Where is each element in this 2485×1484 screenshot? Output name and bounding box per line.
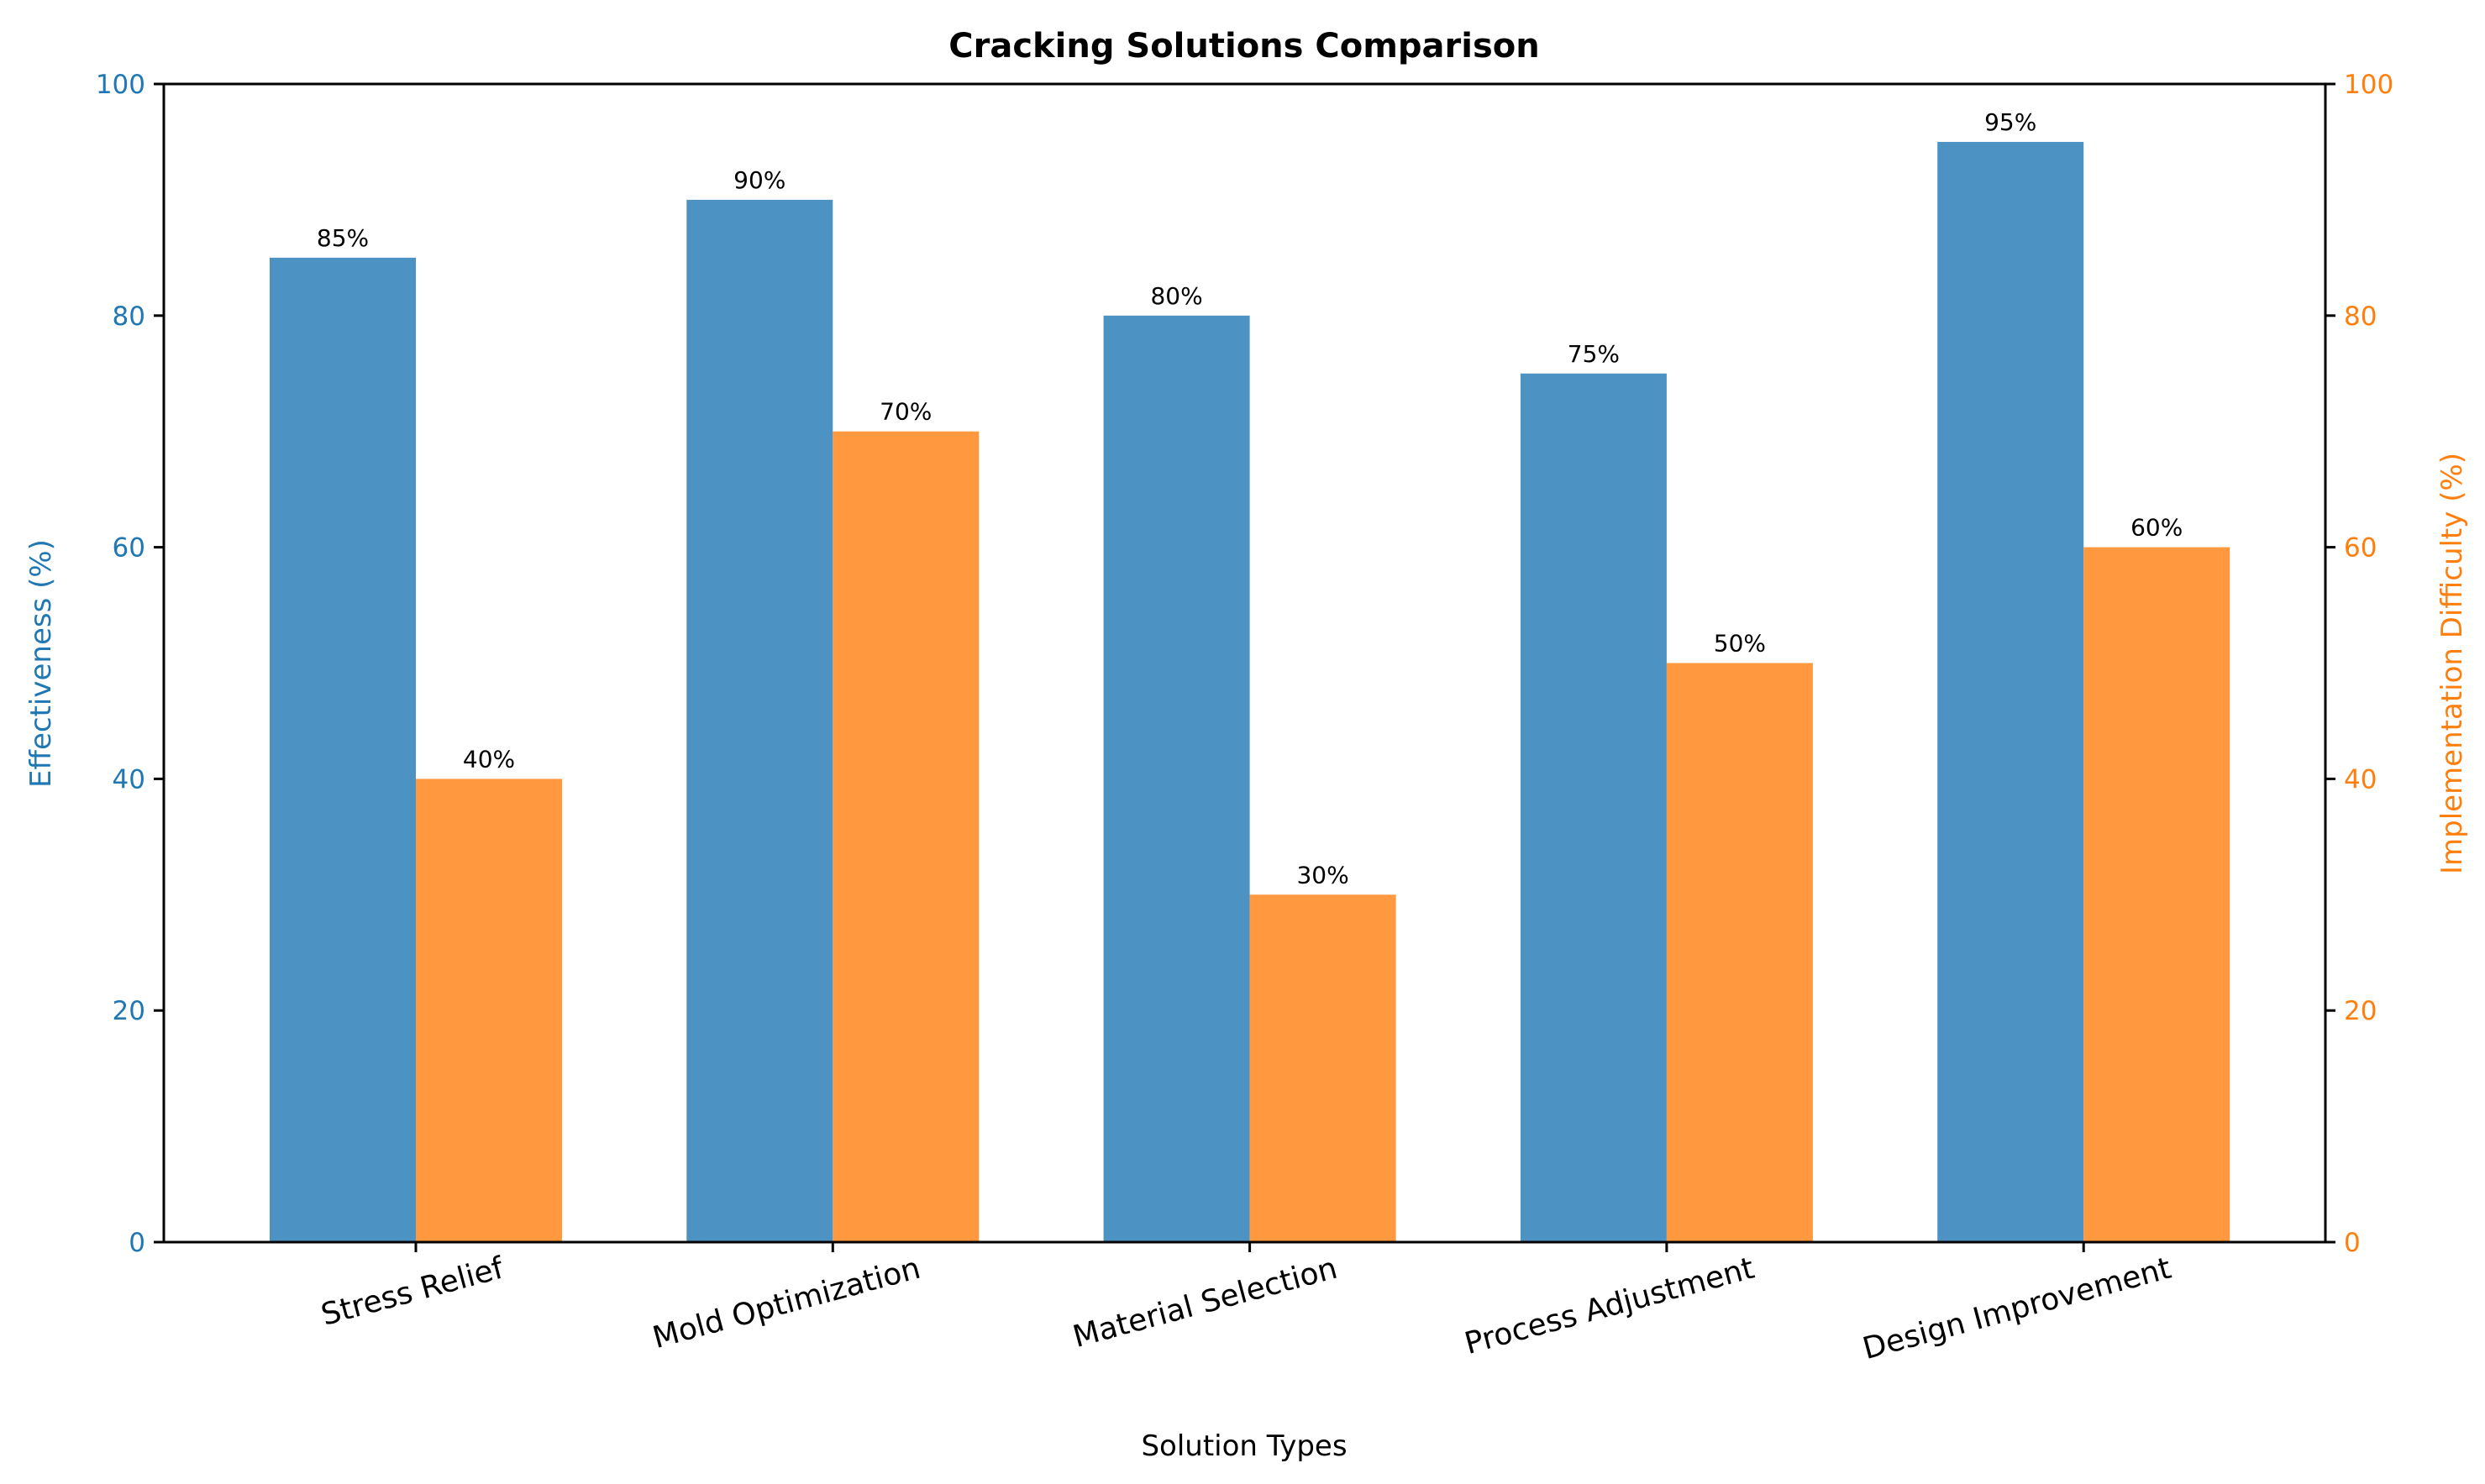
y-tick-label-left: 20	[113, 996, 145, 1026]
bar	[270, 257, 416, 1243]
bar	[1103, 315, 1250, 1242]
data-label: 90%	[733, 166, 785, 194]
bar	[1520, 373, 1667, 1242]
x-tick-label: Design Improvement	[1859, 1251, 2175, 1366]
x-tick-label: Mold Optimization	[649, 1251, 924, 1356]
data-label: 60%	[2130, 514, 2183, 542]
bar	[686, 199, 833, 1242]
bar	[2083, 547, 2230, 1242]
data-label: 80%	[1150, 282, 1202, 310]
y-tick-label-right: 0	[2344, 1228, 2361, 1258]
chart-title: Cracking Solutions Comparison	[948, 27, 1539, 66]
y-tick-label-right: 100	[2344, 70, 2393, 100]
y-tick-label-left: 0	[129, 1228, 145, 1258]
y-axis-label-left: Effectiveness (%)	[24, 539, 58, 788]
data-label: 85%	[317, 224, 369, 252]
data-label: 50%	[1714, 630, 1766, 658]
y-tick-label-left: 60	[113, 533, 145, 564]
bar	[1666, 663, 1813, 1242]
bar	[1249, 894, 1396, 1242]
y-tick-label-right: 40	[2344, 764, 2377, 794]
bar	[1937, 141, 2084, 1243]
y-axis-label-right: Implementation Difficulty (%)	[2435, 453, 2469, 874]
y-tick-label-left: 100	[96, 70, 145, 100]
y-tick-label-left: 40	[113, 764, 145, 794]
x-tick-label: Stress Relief	[318, 1251, 508, 1333]
x-tick-label: Material Selection	[1069, 1251, 1341, 1355]
data-label: 70%	[880, 398, 932, 426]
data-label: 30%	[1296, 861, 1348, 889]
x-axis-label: Solution Types	[1141, 1429, 1347, 1463]
data-label: 40%	[463, 745, 515, 773]
y-tick-label-right: 20	[2344, 996, 2377, 1026]
y-tick-label-right: 60	[2344, 533, 2377, 564]
bar	[416, 779, 562, 1242]
y-tick-label-left: 80	[113, 302, 145, 332]
x-tick-label: Process Adjustment	[1461, 1251, 1757, 1361]
data-label: 95%	[1984, 108, 2036, 136]
y-tick-label-right: 80	[2344, 302, 2377, 332]
data-label: 75%	[1568, 340, 1620, 368]
bar	[833, 431, 980, 1242]
